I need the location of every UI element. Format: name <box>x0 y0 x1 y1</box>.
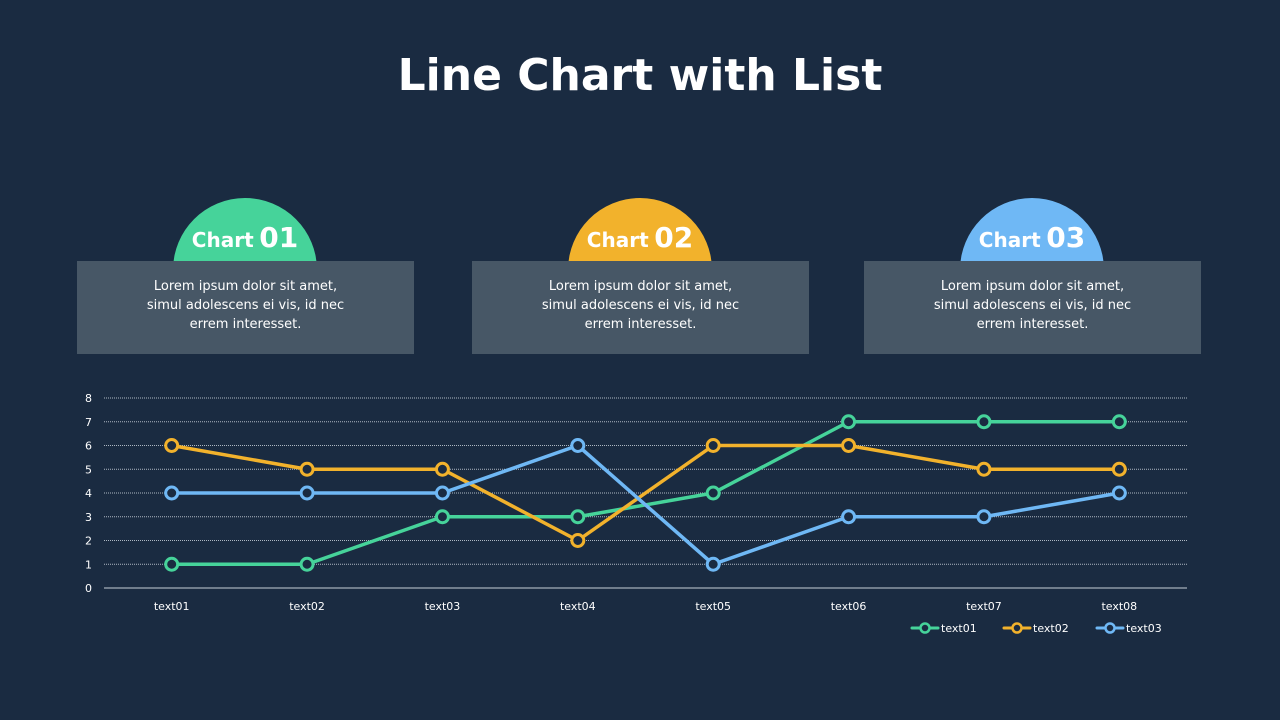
data-point <box>705 438 721 453</box>
data-point <box>434 461 450 477</box>
data-point <box>299 461 315 477</box>
x-tick-label: text06 <box>831 600 867 613</box>
x-tick-label: text07 <box>966 600 1002 613</box>
data-point <box>841 438 857 453</box>
data-point <box>164 438 180 453</box>
x-tick-label: text03 <box>425 600 461 613</box>
x-tick-label: text01 <box>154 600 190 613</box>
legend-swatch-marker <box>1104 622 1116 634</box>
x-tick-label: text05 <box>695 600 731 613</box>
data-point <box>705 485 721 501</box>
legend-swatch-marker <box>919 622 931 634</box>
data-point <box>434 485 450 501</box>
legend-label: text01 <box>941 622 977 635</box>
card-description: Lorem ipsum dolor sit amet, simul adoles… <box>77 261 414 354</box>
y-tick-label: 7 <box>85 416 92 429</box>
data-point <box>570 533 586 548</box>
data-point <box>570 438 586 453</box>
series-line-text03 <box>169 443 1122 566</box>
y-tick-label: 5 <box>85 463 92 476</box>
legend-label: text02 <box>1033 622 1069 635</box>
card-cap-word: Chart <box>191 228 254 252</box>
page-title: Line Chart with List <box>397 50 883 101</box>
x-tick-label: text02 <box>289 600 325 613</box>
card-chart-01: Chart 01 Lorem ipsum dolor sit amet, sim… <box>77 198 414 354</box>
data-point <box>1111 485 1127 501</box>
data-point <box>570 509 586 525</box>
card-chart-03: Chart 03 Lorem ipsum dolor sit amet, sim… <box>864 198 1201 354</box>
data-point <box>1111 461 1127 477</box>
data-point <box>1111 414 1127 430</box>
y-tick-label: 6 <box>85 440 92 453</box>
x-tick-label: text04 <box>560 600 596 613</box>
data-point <box>841 509 857 525</box>
series-line-text02 <box>169 443 1122 543</box>
data-point <box>841 414 857 430</box>
y-tick-label: 8 <box>85 392 92 405</box>
y-tick-label: 3 <box>85 511 92 524</box>
data-point <box>705 556 721 572</box>
card-description: Lorem ipsum dolor sit amet, simul adoles… <box>864 261 1201 354</box>
card-cap-word: Chart <box>586 228 649 252</box>
legend-swatch-marker <box>1011 622 1023 634</box>
card-cap-number: 02 <box>654 221 694 254</box>
data-point <box>299 485 315 501</box>
data-point <box>976 414 992 430</box>
data-point <box>299 556 315 572</box>
y-tick-label: 2 <box>85 535 92 548</box>
card-cap-word: Chart <box>978 228 1041 252</box>
data-point <box>434 509 450 525</box>
y-tick-label: 1 <box>85 558 92 571</box>
data-point <box>976 461 992 477</box>
card-cap-03: Chart 03 <box>960 198 1104 270</box>
data-point <box>976 509 992 525</box>
card-cap-01: Chart 01 <box>173 198 317 270</box>
card-description: Lorem ipsum dolor sit amet, simul adoles… <box>472 261 809 354</box>
card-cap-number: 01 <box>259 221 299 254</box>
card-chart-02: Chart 02 Lorem ipsum dolor sit amet, sim… <box>472 198 809 354</box>
card-cap-02: Chart 02 <box>568 198 712 270</box>
y-tick-label: 0 <box>85 582 92 595</box>
data-point <box>164 556 180 572</box>
x-tick-label: text08 <box>1101 600 1137 613</box>
line-chart: 0 1 2 3 4 5 6 7 8 text01 text02 text03 text04 text05 t… <box>85 392 1187 635</box>
legend-label: text03 <box>1126 622 1162 635</box>
card-cap-number: 03 <box>1046 221 1086 254</box>
y-tick-label: 4 <box>85 487 92 500</box>
data-point <box>164 485 180 501</box>
